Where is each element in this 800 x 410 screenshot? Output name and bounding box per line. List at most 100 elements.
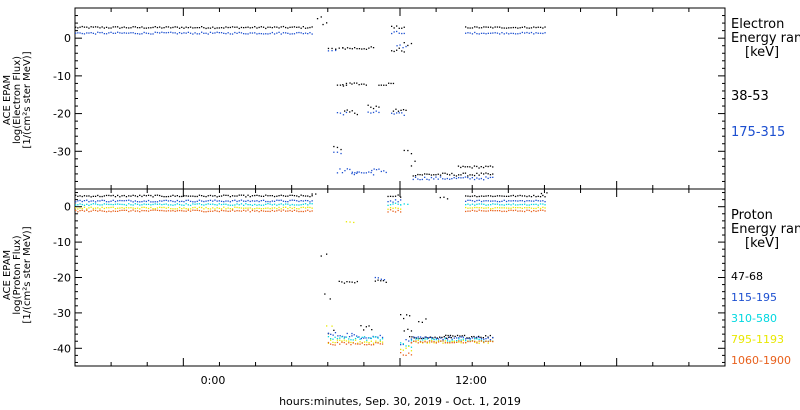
data-point: [524, 207, 526, 209]
data-point: [150, 209, 152, 211]
data-point: [143, 31, 145, 34]
data-point: [464, 172, 467, 174]
data-point: [212, 200, 214, 202]
data-point: [88, 204, 90, 206]
data-point: [397, 201, 399, 203]
data-point: [214, 199, 216, 201]
data-point: [451, 342, 453, 344]
data-point: [258, 211, 260, 213]
data-point: [336, 146, 339, 149]
data-point: [258, 204, 260, 206]
data-point: [143, 203, 145, 205]
data-point: [196, 195, 198, 198]
data-point: [450, 337, 452, 339]
data-point: [163, 206, 165, 209]
data-point: [282, 32, 285, 34]
data-point: [119, 27, 121, 29]
data-point: [90, 210, 92, 212]
data-point: [198, 33, 201, 35]
data-point: [298, 196, 300, 198]
data-point: [431, 341, 433, 343]
data-point: [409, 315, 411, 317]
data-point: [240, 210, 243, 212]
data-point: [334, 344, 336, 346]
data-point: [350, 341, 352, 344]
data-point: [271, 31, 273, 34]
data-point: [528, 209, 530, 212]
data-point: [336, 151, 339, 153]
data-point: [474, 195, 476, 197]
data-point: [201, 200, 203, 202]
data-point: [201, 204, 203, 206]
data-point: [405, 347, 407, 349]
data-point: [465, 341, 467, 344]
data-point: [407, 44, 409, 47]
data-point: [296, 204, 298, 206]
data-point: [265, 27, 267, 30]
data-point: [341, 341, 343, 343]
data-point: [401, 32, 403, 35]
data-point: [399, 44, 401, 46]
data-point: [205, 203, 207, 206]
data-point: [311, 26, 313, 28]
electron-y-axis: 0-10-20-30: [53, 7, 725, 190]
data-point: [216, 207, 218, 209]
data-point: [535, 199, 537, 201]
data-point: [505, 210, 508, 213]
data-point: [114, 26, 117, 28]
data-point: [426, 342, 428, 344]
data-point: [293, 33, 296, 35]
data-point: [381, 338, 384, 340]
data-point: [496, 210, 499, 212]
data-point: [402, 109, 405, 111]
data-point: [415, 336, 417, 339]
data-point: [278, 195, 280, 197]
data-point: [344, 48, 346, 50]
data-point: [280, 194, 282, 196]
data-point: [489, 176, 492, 179]
data-point: [220, 203, 223, 206]
data-point: [121, 26, 123, 29]
data-point: [225, 194, 227, 196]
data-point: [367, 111, 369, 113]
data-point: [165, 203, 167, 205]
data-point: [519, 210, 521, 212]
proton-ylabel-line-3: [1/(cm²s ster MeV)]: [22, 226, 33, 323]
data-point: [415, 341, 417, 343]
data-point: [503, 210, 505, 212]
data-point: [408, 340, 410, 342]
data-point: [216, 200, 218, 202]
data-point: [544, 204, 546, 206]
data-point: [512, 32, 514, 35]
data-point: [469, 27, 471, 29]
data-point: [156, 201, 159, 203]
data-point: [86, 209, 88, 211]
data-point: [136, 33, 139, 35]
data-point: [172, 26, 174, 29]
data-point: [435, 342, 437, 344]
data-point: [401, 112, 403, 114]
data-point: [426, 173, 428, 175]
data-point: [444, 172, 446, 174]
data-point: [417, 173, 419, 176]
data-point: [393, 113, 395, 115]
data-point: [327, 341, 330, 344]
data-point: [501, 195, 503, 197]
data-point: [492, 32, 494, 34]
data-point: [271, 200, 273, 202]
data-point: [341, 281, 343, 283]
data-point: [380, 278, 382, 280]
proton-data-points: [75, 192, 548, 356]
data-point: [451, 338, 453, 340]
data-point: [152, 203, 154, 206]
data-point: [141, 195, 143, 198]
data-point: [159, 32, 161, 34]
data-point: [249, 32, 251, 34]
data-point: [300, 200, 302, 202]
data-point: [185, 32, 187, 34]
data-point: [125, 32, 128, 34]
data-point: [256, 33, 258, 35]
data-point: [383, 84, 385, 86]
data-point: [156, 203, 159, 205]
data-point: [238, 207, 240, 209]
